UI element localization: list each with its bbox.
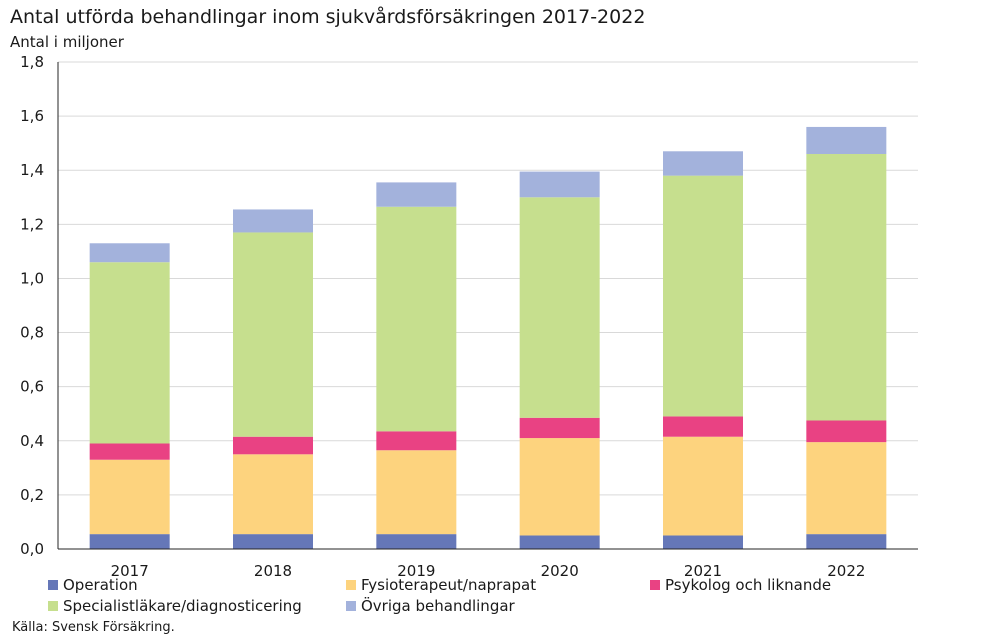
bar-segment-operation-2019 [376,534,457,549]
y-tick-label: 0,8 [20,324,44,342]
legend-item-psykolog: Psykolog och liknande [650,576,831,594]
chart-legend: Operation Fysioterapeut/naprapat Psykolo… [40,576,940,620]
bar-segment-övriga-behandlingar-2020 [519,171,600,198]
x-tick-label: 2021 [684,562,722,580]
bar-segment-psykolog-och-liknande-2022 [806,420,887,443]
x-tick-label: 2019 [397,562,435,580]
bar-segment-psykolog-och-liknande-2017 [89,443,170,460]
bar-segment-psykolog-och-liknande-2020 [519,417,600,439]
bar-segment-operation-2018 [233,534,313,549]
bar-segment-fysioterapeut-naprapat-2021 [663,436,743,536]
y-tick-label: 1,2 [20,215,44,233]
bar-segment-specialistläkare-diagnosticering-2021 [663,175,743,417]
y-tick-label: 1,8 [20,53,44,71]
legend-swatch-fysioterapeut [346,580,356,590]
bar-segment-övriga-behandlingar-2019 [376,182,457,207]
bar-segment-specialistläkare-diagnosticering-2017 [89,262,170,444]
legend-swatch-psykolog [650,580,660,590]
legend-swatch-operation [48,580,58,590]
legend-label-specialistlakare: Specialistläkare/diagnosticering [63,597,302,615]
legend-item-ovriga: Övriga behandlingar [346,597,515,615]
bar-segment-fysioterapeut-naprapat-2022 [806,442,887,535]
legend-swatch-ovriga [346,601,356,611]
bar-segment-specialistläkare-diagnosticering-2022 [806,153,887,421]
x-tick-label: 2017 [111,562,149,580]
chart-title: Antal utförda behandlingar inom sjukvård… [10,6,646,28]
bar-segment-operation-2017 [89,534,170,549]
bar-segment-fysioterapeut-naprapat-2020 [519,438,600,536]
bar-segment-psykolog-och-liknande-2019 [376,431,457,451]
bar-segment-operation-2022 [806,534,887,549]
bar-segment-specialistläkare-diagnosticering-2018 [233,232,313,437]
y-tick-label: 0,4 [20,432,44,450]
bar-segment-operation-2020 [519,535,600,549]
bar-segment-psykolog-och-liknande-2018 [233,436,313,455]
source-note: Källa: Svensk Försäkring. [12,620,175,635]
x-tick-label: 2020 [541,562,579,580]
bar-segment-övriga-behandlingar-2018 [233,209,313,233]
bar-segment-fysioterapeut-naprapat-2019 [376,450,457,535]
legend-swatch-specialistlakare [48,601,58,611]
legend-item-specialistlakare: Specialistläkare/diagnosticering [48,597,302,615]
legend-label-operation: Operation [63,576,138,594]
legend-item-operation: Operation [48,576,138,594]
bar-segment-specialistläkare-diagnosticering-2019 [376,206,457,432]
bar-segment-övriga-behandlingar-2017 [89,243,170,263]
bar-segment-operation-2021 [663,535,743,549]
bar-segment-fysioterapeut-naprapat-2017 [89,459,170,535]
bar-segment-specialistläkare-diagnosticering-2020 [519,197,600,418]
chart-subtitle: Antal i miljoner [10,33,124,51]
y-tick-label: 1,4 [20,161,44,179]
x-tick-label: 2022 [827,562,865,580]
bar-segment-fysioterapeut-naprapat-2018 [233,454,313,535]
bar-segment-övriga-behandlingar-2021 [663,151,743,176]
y-tick-label: 1,6 [20,107,44,125]
legend-label-psykolog: Psykolog och liknande [665,576,832,594]
y-tick-label: 0,0 [20,540,44,558]
y-tick-label: 1,0 [20,269,44,287]
legend-item-fysioterapeut: Fysioterapeut/naprapat [346,576,536,594]
y-tick-label: 0,2 [20,486,44,504]
legend-label-ovriga: Övriga behandlingar [361,597,515,615]
y-tick-label: 0,6 [20,378,44,396]
bar-segment-övriga-behandlingar-2022 [806,126,887,154]
bar-segment-psykolog-och-liknande-2021 [663,416,743,437]
x-tick-label: 2018 [254,562,292,580]
legend-label-fysioterapeut: Fysioterapeut/naprapat [361,576,537,594]
